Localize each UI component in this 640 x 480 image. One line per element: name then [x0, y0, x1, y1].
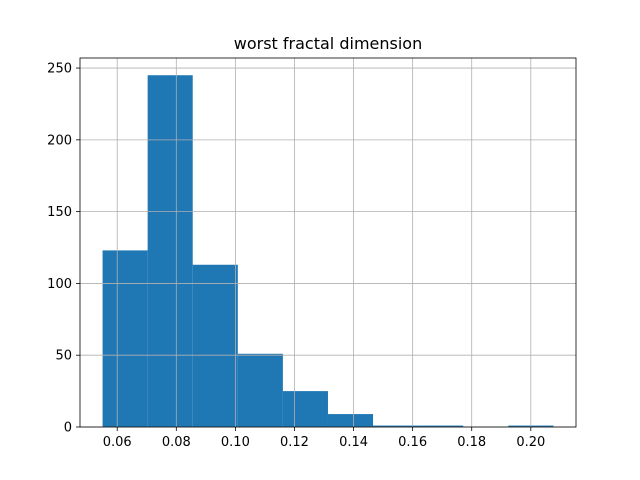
y-axis-ticks: 0 50 100 150 200 250 — [47, 62, 80, 436]
y-tick-label: 150 — [47, 205, 72, 220]
histogram-bars — [102, 75, 554, 428]
x-tick-label: 0.16 — [398, 435, 427, 450]
y-tick-label: 200 — [47, 133, 72, 148]
histogram-bar — [102, 250, 148, 427]
chart-title: worst fractal dimension — [234, 34, 422, 53]
x-tick-label: 0.08 — [162, 435, 191, 450]
x-tick-label: 0.06 — [103, 435, 132, 450]
x-axis-ticks: 0.06 0.08 0.10 0.12 0.14 0.16 0.18 0.20 — [103, 427, 545, 450]
x-tick-label: 0.20 — [516, 435, 545, 450]
x-tick-label: 0.12 — [280, 435, 309, 450]
plot-frame — [79, 57, 577, 428]
histogram-bar — [192, 264, 238, 427]
histogram-bar — [237, 353, 283, 427]
histogram-bar — [147, 75, 193, 428]
y-tick-label: 50 — [55, 349, 72, 364]
axes — [79, 57, 577, 428]
x-tick-label: 0.14 — [339, 435, 368, 450]
histogram-bar — [327, 414, 374, 427]
y-tick-label: 250 — [47, 62, 72, 77]
histogram-bar — [282, 391, 328, 427]
y-tick-label: 100 — [47, 277, 72, 292]
histogram-bar — [418, 425, 464, 427]
histogram-bar — [373, 425, 419, 427]
x-tick-label: 0.10 — [221, 435, 250, 450]
x-tick-label: 0.18 — [457, 435, 486, 450]
grid-overlay — [80, 58, 576, 428]
y-tick-label: 0 — [64, 421, 72, 436]
